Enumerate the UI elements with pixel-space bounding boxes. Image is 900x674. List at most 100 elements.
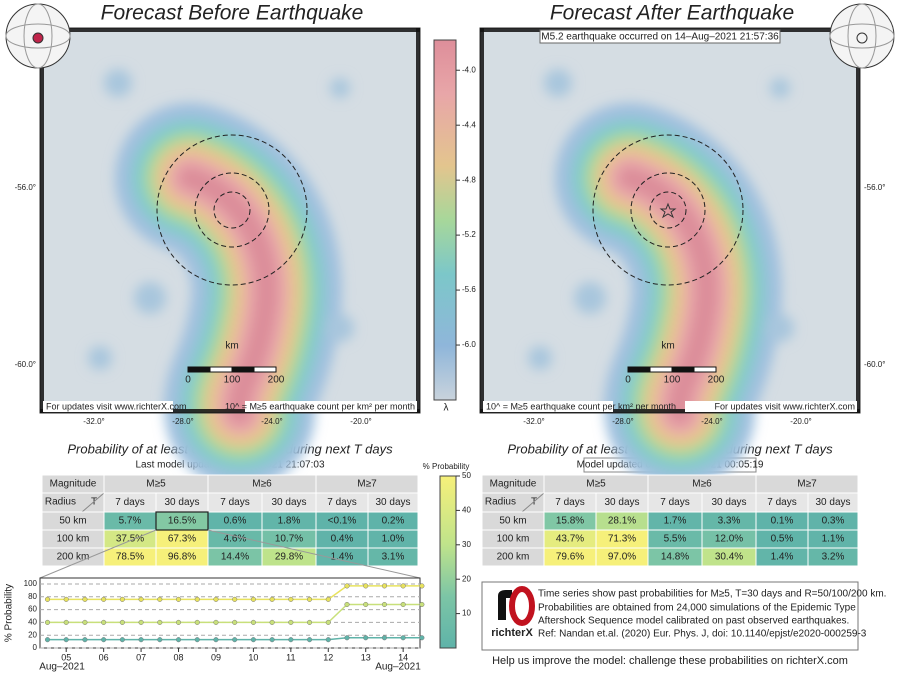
density-spot — [544, 69, 572, 97]
header-divider — [521, 492, 545, 513]
frame-segment — [480, 28, 484, 413]
colorbar-tick-label: 50 — [462, 471, 471, 480]
x-tick-label: 10 — [248, 652, 258, 662]
highlight-cell — [155, 511, 209, 531]
x-tick-label: 07 — [136, 652, 146, 662]
series-point — [138, 596, 144, 602]
series-point — [157, 637, 163, 643]
x-tick-label: 11 — [286, 652, 295, 662]
series-point — [213, 596, 219, 602]
table-cell: 1.0% — [382, 534, 405, 545]
map: km 0 100 200 For updates visit www.richterX.… — [15, 27, 421, 488]
y-tick-label: 100 — [24, 579, 38, 588]
colorbar-tick-label: -4.8 — [462, 175, 476, 184]
note-box — [483, 401, 613, 412]
x-tick-label: 06 — [99, 652, 109, 662]
table-header: M≥7 — [797, 479, 817, 490]
frame-segment — [40, 28, 420, 32]
series-point — [175, 637, 182, 643]
series-point — [381, 583, 387, 589]
series-point — [138, 637, 144, 643]
series-point — [232, 637, 238, 643]
row-label: 200 km — [57, 552, 90, 563]
globe-line — [847, 3, 877, 69]
series-point — [307, 637, 313, 643]
table-header: Radius — [45, 497, 76, 508]
lon-label: -28.0° — [172, 417, 193, 426]
note-box — [245, 401, 417, 412]
series-point — [250, 637, 256, 643]
series-point — [82, 637, 88, 643]
scale-bar — [209, 366, 233, 373]
radius-circle — [213, 191, 251, 229]
table-header: 30 days — [815, 497, 850, 508]
series-point — [213, 619, 219, 625]
colorbar-tick-label: -4.4 — [462, 120, 476, 129]
series-point — [288, 596, 294, 602]
series-point — [325, 619, 331, 625]
table-header: 30 days — [375, 497, 410, 508]
table-header: 30 days — [711, 497, 746, 508]
frame-segment — [416, 28, 420, 413]
scale-label: 0 — [625, 375, 631, 386]
table-cell: 4.6% — [224, 534, 247, 545]
scale-bar — [253, 366, 277, 373]
frame-segment — [480, 409, 860, 413]
header-divider — [81, 492, 105, 513]
lat-label: -56.0° — [864, 183, 885, 192]
map: km 0 100 200 For updates visit www.richterX.… — [479, 27, 885, 488]
row-label: 50 km — [59, 516, 86, 527]
series-point — [307, 596, 313, 602]
globe — [829, 3, 895, 69]
series-point — [269, 596, 275, 602]
row-label: 100 km — [57, 534, 90, 545]
table-cell: 67.3% — [168, 534, 196, 545]
series-point — [119, 637, 125, 643]
series-point — [288, 619, 294, 625]
series-point — [325, 637, 331, 643]
x-tick-label: 14 — [398, 652, 408, 662]
table-header: 30 days — [164, 497, 199, 508]
note: For updates visit www.richterX.com — [714, 401, 855, 411]
table-header: 7 days — [115, 497, 144, 508]
density-spot — [574, 282, 606, 314]
table-cell: 71.3% — [608, 534, 636, 545]
lon-label: -20.0° — [790, 417, 811, 426]
lon-label: -24.0° — [261, 417, 282, 426]
scale-bar — [187, 366, 211, 373]
series-point — [101, 637, 107, 643]
row-label: 200 km — [497, 552, 530, 563]
table-cell-cell — [807, 547, 859, 567]
table-header: M≥5 — [146, 479, 166, 490]
y-tick-label: 80 — [28, 592, 37, 601]
series-point — [119, 596, 125, 602]
series-point — [288, 637, 294, 643]
series-point — [419, 635, 425, 641]
x-tick-label: 09 — [211, 652, 221, 662]
series-point — [101, 596, 107, 602]
table-header: 7 days — [767, 497, 796, 508]
info-box — [481, 581, 859, 651]
note-box — [43, 401, 173, 412]
table-cell: 1.1% — [822, 534, 845, 545]
table-header: Magnitude — [50, 479, 97, 490]
logo-text: richterX — [491, 627, 533, 639]
zoom-line — [39, 529, 157, 579]
series-point — [194, 619, 200, 625]
density-band — [179, 167, 278, 424]
row-label: 100 km — [497, 534, 530, 545]
info-line: Probabilities are obtained from 24,000 s… — [538, 603, 856, 614]
table-cell: 0.4% — [331, 534, 354, 545]
density-spot — [104, 69, 132, 97]
table-cell: 0.3% — [822, 516, 845, 527]
x-period-label: Aug–2021 — [39, 662, 85, 673]
scale-bar — [231, 366, 255, 373]
colorbar-tick-label: 10 — [462, 609, 471, 618]
y-axis-label: % Probability — [4, 584, 15, 642]
table-cell: 16.5% — [168, 516, 196, 527]
series-point — [44, 596, 51, 602]
table-cell: 30.4% — [715, 552, 743, 563]
radius-circle — [630, 172, 706, 248]
y-tick-label: 40 — [28, 618, 37, 627]
table-cell: 29.8% — [275, 552, 303, 563]
